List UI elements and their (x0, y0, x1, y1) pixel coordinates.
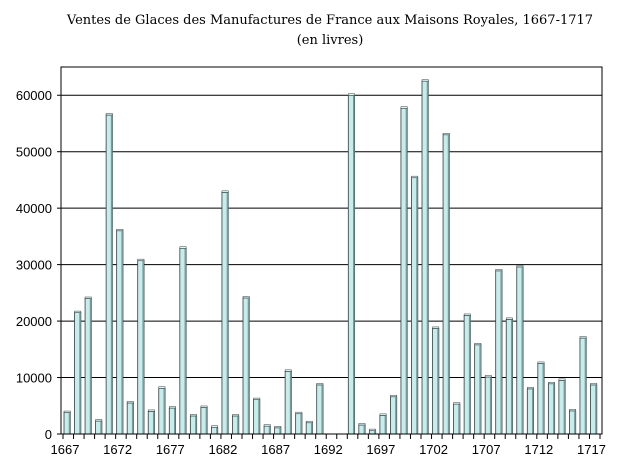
bar (453, 402, 461, 435)
bar (368, 428, 377, 435)
x-tick-label: 1687 (261, 442, 290, 457)
chart-title: Ventes de Glaces des Manufactures de Fra… (66, 13, 593, 28)
bar (316, 383, 324, 435)
bar (116, 228, 124, 435)
bar (211, 425, 219, 435)
x-tick-label: 1702 (419, 442, 448, 457)
bar (253, 397, 261, 435)
bar (263, 424, 271, 435)
bar (537, 361, 545, 435)
bar (495, 269, 503, 435)
y-tick-label: 30000 (16, 258, 52, 273)
y-tick-label: 20000 (16, 314, 52, 329)
bar (347, 93, 356, 435)
bar (463, 313, 471, 435)
bar (569, 409, 577, 435)
bar (74, 310, 82, 435)
chart-subtitle: (en livres) (297, 33, 364, 48)
y-tick-label: 10000 (16, 371, 52, 386)
bar (390, 394, 398, 435)
bar (484, 375, 492, 435)
bar (505, 317, 513, 435)
bar (179, 246, 187, 435)
bar (558, 378, 566, 435)
y-tick-label: 60000 (16, 88, 52, 103)
bar (590, 383, 598, 435)
y-tick-label: 40000 (16, 201, 52, 216)
x-tick-label: 1707 (472, 442, 501, 457)
x-tick-label: 1697 (366, 442, 395, 457)
x-tick-label: 1677 (156, 442, 185, 457)
x-axis: 1667 1672 1677 1682 1687 1692 1697 1702 1707 1712… (51, 434, 606, 457)
x-tick-label: 1682 (208, 442, 237, 457)
bar (547, 381, 556, 435)
bar (411, 175, 419, 435)
bar (63, 410, 71, 435)
y-axis: 0 10000 20000 30000 40000 50000 60000 (16, 88, 61, 442)
bar (168, 406, 177, 435)
bar (474, 343, 482, 435)
bar (526, 387, 535, 435)
bar (126, 401, 134, 435)
bar (432, 326, 440, 435)
x-tick-label: 1672 (103, 442, 132, 457)
y-tick-label: 0 (45, 427, 52, 442)
bar (158, 386, 166, 435)
bar-series (63, 79, 598, 435)
x-tick-label: 1712 (524, 442, 553, 457)
bar (400, 106, 408, 435)
bar (305, 420, 313, 435)
x-tick-label: 1717 (577, 442, 606, 457)
bar (189, 414, 198, 435)
bar (274, 426, 282, 435)
bar (442, 133, 450, 435)
bar (147, 409, 155, 435)
bar (221, 190, 229, 435)
x-tick-label: 1667 (51, 442, 80, 457)
bar (105, 113, 113, 435)
bar (137, 258, 145, 435)
bar (358, 423, 366, 435)
x-tick-label: 1692 (314, 442, 343, 457)
bar (84, 296, 92, 435)
bar (421, 79, 429, 435)
bar (284, 369, 292, 435)
bar (200, 405, 208, 435)
bar (95, 419, 103, 435)
bar (379, 413, 387, 435)
bar (232, 414, 240, 435)
plot-frame (60, 66, 603, 435)
y-tick-label: 50000 (16, 145, 52, 160)
bar (295, 411, 303, 435)
bar (579, 336, 587, 435)
bar (242, 296, 250, 435)
bar (516, 265, 524, 435)
